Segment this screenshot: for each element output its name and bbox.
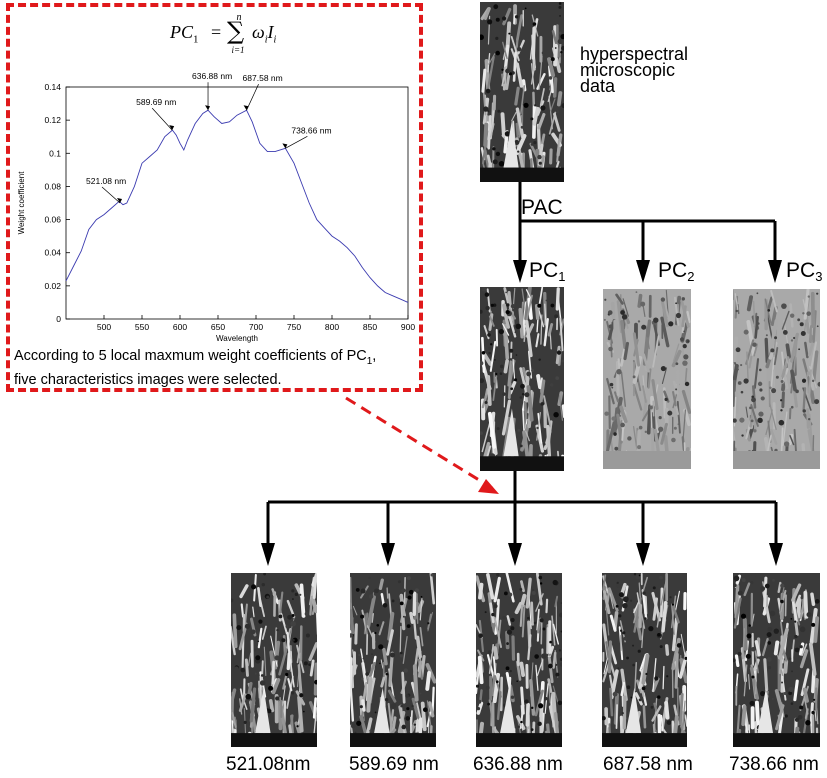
hyperspectral-image bbox=[480, 2, 564, 182]
micrograph-texture bbox=[480, 287, 564, 471]
annotation-arrowhead bbox=[205, 105, 211, 111]
arrowhead-b4 bbox=[636, 543, 650, 566]
band-image-636 bbox=[476, 573, 562, 747]
pc3-label: PC3 bbox=[786, 259, 823, 284]
pc2-label: PC2 bbox=[658, 259, 695, 284]
y-tick-label: 0.02 bbox=[44, 281, 61, 291]
micrograph-texture bbox=[476, 573, 562, 747]
pc1-image bbox=[480, 287, 564, 471]
y-tick-label: 0.12 bbox=[44, 115, 61, 125]
hyperspectral-label: hyperspectral microscopic data bbox=[580, 44, 689, 96]
x-tick-label: 500 bbox=[97, 322, 111, 332]
annotation-label: 738.66 nm bbox=[291, 125, 331, 135]
micrograph-texture bbox=[480, 2, 564, 182]
band-label-2: 589.69 nm bbox=[349, 754, 439, 775]
annotation-arrowhead bbox=[169, 125, 175, 131]
band-image-687 bbox=[602, 573, 687, 747]
band-label-1: 521.08nm bbox=[226, 754, 311, 775]
x-tick-label: 550 bbox=[135, 322, 149, 332]
y-tick-label: 0.08 bbox=[44, 181, 61, 191]
annotation-arrowhead bbox=[243, 105, 249, 111]
y-tick-label: 0.14 bbox=[44, 82, 61, 92]
annotation-leader bbox=[285, 136, 308, 149]
micrograph-texture bbox=[350, 573, 436, 747]
x-tick-label: 900 bbox=[401, 322, 415, 332]
red-dashed-arrow bbox=[345, 396, 499, 494]
pc3-image bbox=[733, 289, 820, 469]
x-axis-label: Wavelength bbox=[216, 334, 258, 343]
micrograph-texture bbox=[733, 289, 820, 469]
annotation-leader bbox=[246, 84, 259, 111]
x-tick-label: 800 bbox=[325, 322, 339, 332]
band-label-4: 687.58 nm bbox=[603, 754, 693, 775]
x-tick-label: 600 bbox=[173, 322, 187, 332]
plot-frame bbox=[65, 86, 409, 320]
arrowhead-pc2 bbox=[636, 260, 650, 283]
micrograph-texture bbox=[733, 573, 820, 747]
annotation-leader bbox=[101, 186, 121, 204]
band-image-589 bbox=[350, 573, 436, 747]
inset-panel bbox=[6, 3, 423, 392]
arrowhead-b1 bbox=[261, 543, 275, 566]
x-tick-label: 650 bbox=[211, 322, 225, 332]
arrowhead-b3 bbox=[508, 543, 522, 566]
x-tick-label: 750 bbox=[287, 322, 301, 332]
weight-coefficient-series-line bbox=[65, 109, 409, 303]
band-image-521 bbox=[231, 573, 317, 747]
annotation-label: 636.88 nm bbox=[192, 72, 232, 81]
y-tick-label: 0.1 bbox=[49, 148, 61, 158]
weight-coefficient-chart: 0 0.02 0.04 0.06 0.08 0.1 0.12 0.14 500 550 600 650… bbox=[17, 72, 415, 343]
pac-label: PAC bbox=[521, 196, 563, 219]
micrograph-texture bbox=[231, 573, 317, 747]
inset-caption: According to 5 local maxmum weight coeff… bbox=[14, 348, 377, 388]
y-tick-label: 0 bbox=[56, 314, 61, 324]
band-label-3: 636.88 nm bbox=[473, 754, 563, 775]
x-tick-label: 700 bbox=[249, 322, 263, 332]
annotation-label: 521.08 nm bbox=[86, 176, 126, 186]
annotation-arrowhead bbox=[282, 143, 288, 149]
y-tick-label: 0.06 bbox=[44, 215, 61, 225]
band-label-5: 738.66 nm bbox=[729, 754, 819, 775]
band-image-738 bbox=[733, 573, 820, 747]
y-axis-label: Weight coefficient bbox=[17, 171, 26, 235]
arrowhead-b5 bbox=[769, 543, 783, 566]
y-tick-label: 0.04 bbox=[44, 248, 61, 258]
micrograph-texture bbox=[603, 289, 691, 469]
arrowhead-b2 bbox=[381, 543, 395, 566]
annotation-label: 687.58 nm bbox=[243, 73, 283, 83]
x-tick-label: 850 bbox=[363, 322, 377, 332]
annotation-label: 589.69 nm bbox=[136, 97, 176, 107]
micrograph-texture bbox=[602, 573, 687, 747]
pc2-image bbox=[603, 289, 691, 469]
pc1-label: PC1 bbox=[529, 259, 566, 284]
pc1-formula: PC1 = n ∑ i=1 ωiIi bbox=[170, 12, 277, 55]
arrowhead-pc3 bbox=[768, 260, 782, 283]
annotation-leader bbox=[151, 107, 173, 131]
arrowhead-pc1 bbox=[513, 260, 527, 283]
annotation-arrowhead bbox=[117, 198, 123, 203]
